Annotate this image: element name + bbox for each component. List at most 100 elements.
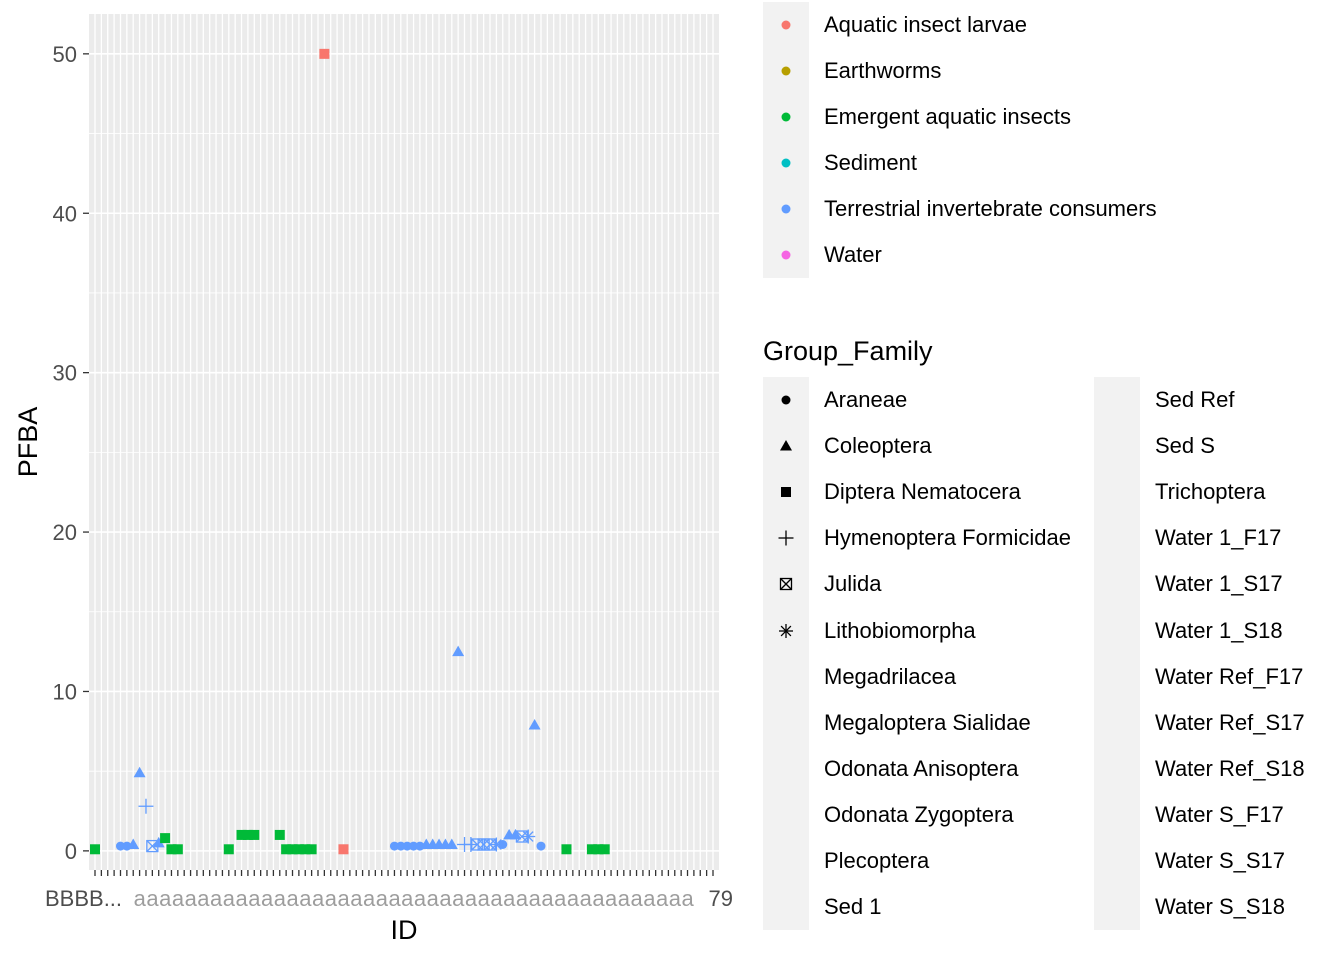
legend-label: Water 1_S17 <box>1155 571 1283 597</box>
x-tick-label: a <box>529 886 542 911</box>
shape-legend-item: Sed S <box>1094 423 1215 469</box>
shape-legend-item: Julida <box>763 561 881 607</box>
x-tick-label: a <box>401 886 414 911</box>
x-tick-label: a <box>185 886 198 911</box>
data-point <box>586 844 597 855</box>
data-point <box>115 841 125 851</box>
legend-key <box>1094 608 1140 654</box>
x-tick-label: a <box>490 886 503 911</box>
x-tick-label: a <box>541 886 554 911</box>
legend-label: Water <box>824 242 882 267</box>
x-tick-label: a <box>669 886 682 911</box>
data-point <box>172 844 183 855</box>
data-point <box>599 844 610 855</box>
x-tick-label: a <box>643 886 656 911</box>
legend-label: Araneae <box>824 387 908 412</box>
legend-label: Odonata Zygoptera <box>824 801 1014 827</box>
shape-legend-item: Water S_S17 <box>1094 838 1285 884</box>
legend-key <box>1094 654 1140 700</box>
legend-key <box>1094 746 1140 792</box>
shape-legend-item: Water 1_F17 <box>1094 515 1281 561</box>
x-tick-label: a <box>580 886 593 911</box>
legend-label: Trichoptera <box>1155 479 1266 505</box>
y-tick-label: 30 <box>53 361 77 386</box>
data-point <box>293 844 304 855</box>
legend-label: Lithobiomorpha <box>824 617 976 643</box>
legend-key <box>1094 561 1140 607</box>
data-point <box>396 841 406 851</box>
legend-label: Sed Ref <box>1155 387 1235 412</box>
x-tick-label: a <box>299 886 312 911</box>
shape-legend-item: Water 1_S17 <box>1094 561 1283 607</box>
x-tick-label: a <box>248 886 261 911</box>
legend-label: Water 1_F17 <box>1155 525 1282 551</box>
legend-label: Sed 1 <box>824 894 882 920</box>
shape-legend-item: Odonata Zygoptera <box>763 792 1014 838</box>
x-tick-label: a <box>287 886 300 911</box>
x-tick-label: a <box>631 886 644 911</box>
data-point <box>138 798 154 814</box>
legend-key <box>1094 423 1140 469</box>
legend-key <box>1094 377 1140 423</box>
color-legend-item: Terrestrial invertebrate consumers <box>763 186 1157 232</box>
plot-panel <box>89 14 719 870</box>
data-point <box>509 828 522 840</box>
legend-label: Coleoptera <box>824 433 932 459</box>
data-point <box>287 844 298 855</box>
data-point <box>521 829 536 844</box>
data-point <box>242 829 253 840</box>
x-tick-label: a <box>414 886 427 911</box>
color-legend-item: Emergent aquatic insects <box>763 94 1071 140</box>
x-tick-labels-start: BBBB... <box>45 886 122 911</box>
x-tick-label: a <box>210 886 223 911</box>
x-tick-label: a <box>605 886 618 911</box>
legend-key <box>1094 515 1140 561</box>
data-point <box>166 844 177 855</box>
legend-label: Water S_S17 <box>1155 848 1286 873</box>
x-axis-title: ID <box>391 915 418 945</box>
legend-label: Megaloptera Sialidae <box>824 709 1031 735</box>
legend-key <box>1094 469 1140 515</box>
y-tick-label: 50 <box>53 42 77 67</box>
shape-legend-item: Megaloptera Sialidae <box>763 700 1031 746</box>
shape-legend-item: Diptera Nematocera <box>763 469 1021 515</box>
data-point <box>133 766 146 778</box>
shape-legend-item: Sed Ref <box>1094 377 1235 423</box>
x-tick-label: a <box>159 886 172 911</box>
data-point <box>300 844 311 855</box>
y-tick-label: 20 <box>53 520 77 545</box>
legend-label: Plecoptera <box>824 848 930 873</box>
data-point <box>281 844 292 855</box>
color-legend-item: Sediment <box>763 140 917 186</box>
legend-key <box>763 746 809 792</box>
data-point <box>402 841 412 851</box>
legend-key <box>763 654 809 700</box>
data-point <box>152 836 165 848</box>
x-tick-label: a <box>172 886 185 911</box>
legend-key <box>763 94 809 140</box>
data-point <box>536 841 546 851</box>
legend-key <box>763 792 809 838</box>
data-point <box>319 48 330 59</box>
x-tick-label: a <box>274 886 287 911</box>
data-point <box>498 839 508 849</box>
legend-label: Earthworms <box>824 58 942 83</box>
legend-label: Water S_S18 <box>1155 894 1286 920</box>
data-point <box>528 718 541 730</box>
legend-label: Hymenoptera Formicidae <box>824 525 1071 551</box>
x-tick-label: a <box>236 886 249 911</box>
x-tick-label: a <box>261 886 274 911</box>
data-point <box>160 833 171 844</box>
data-point <box>127 838 140 849</box>
y-axis-title: PFBA <box>13 407 43 478</box>
legend-key <box>763 48 809 94</box>
legend-key <box>1094 700 1140 746</box>
x-tick-label: a <box>337 886 350 911</box>
color-legend-item: Aquatic insect larvae <box>763 2 1027 48</box>
legend-label: Sediment <box>824 150 917 175</box>
color-legend-item: Earthworms <box>763 48 941 94</box>
x-tick-label: a <box>618 886 631 911</box>
x-tick-label: a <box>312 886 325 911</box>
legend-key <box>763 2 809 48</box>
data-point <box>236 829 247 840</box>
